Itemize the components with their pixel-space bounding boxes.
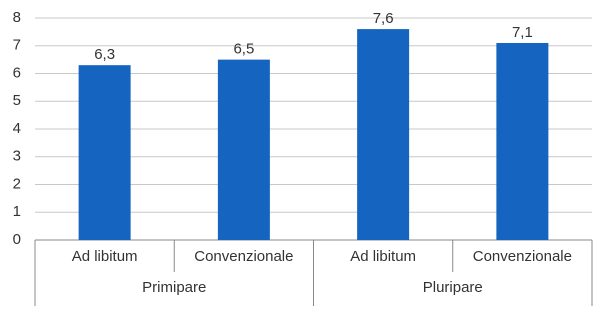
data-label: 6,5: [233, 41, 254, 58]
y-tick-label: 4: [13, 120, 21, 137]
group-label: Primipare: [142, 279, 206, 296]
y-tick-label: 8: [13, 9, 21, 26]
y-tick-label: 3: [13, 148, 21, 165]
bar: [496, 42, 549, 240]
bar: [217, 59, 270, 240]
y-tick-label: 5: [13, 92, 21, 109]
y-tick-label: 7: [13, 37, 21, 54]
group-label: Pluripare: [423, 279, 483, 296]
data-label: 6,3: [94, 46, 115, 63]
bar: [78, 65, 131, 240]
y-tick-label: 1: [13, 203, 21, 220]
data-label: 7,1: [512, 24, 533, 41]
y-tick-label: 2: [13, 175, 21, 192]
x-tick-label: Ad libitum: [72, 248, 138, 265]
y-tick-label: 0: [13, 231, 21, 248]
x-tick-label: Convenzionale: [194, 248, 293, 265]
x-tick-label: Ad libitum: [350, 248, 416, 265]
bar: [357, 29, 410, 240]
data-label: 7,6: [373, 10, 394, 27]
y-tick-label: 6: [13, 64, 21, 81]
x-tick-label: Convenzionale: [473, 248, 572, 265]
